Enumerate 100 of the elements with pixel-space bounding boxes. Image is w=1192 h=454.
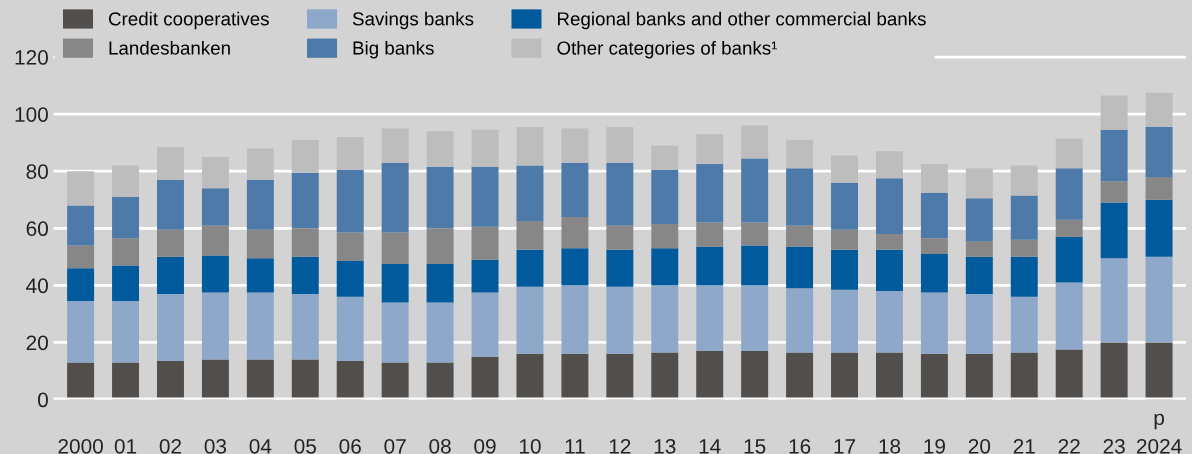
bar [741, 222, 769, 246]
bar [920, 238, 948, 254]
bar [786, 168, 814, 226]
bar [112, 238, 140, 266]
bar [201, 188, 229, 226]
bar [1055, 168, 1083, 220]
x-tick-label: 16 [789, 438, 811, 454]
x-tick-label: 04 [249, 438, 272, 454]
bar [1055, 236, 1083, 283]
x-tick-label: 17 [834, 439, 856, 454]
bar [67, 362, 95, 400]
bar [336, 232, 364, 262]
y-tick-label: 60 [26, 221, 48, 237]
bar [112, 301, 140, 363]
bar [471, 226, 499, 260]
bar [1100, 95, 1128, 130]
bar [875, 352, 903, 400]
bar [1145, 256, 1173, 343]
bar [561, 128, 589, 163]
bar [741, 158, 769, 223]
legend-label: Other categories of banks¹ [557, 40, 778, 59]
x-tick-label: 01 [114, 438, 137, 454]
bar [156, 360, 184, 400]
x-tick-label: 23 [1103, 438, 1125, 454]
x-tick-label: 07 [384, 438, 406, 454]
bar [1145, 126, 1173, 177]
bar [1100, 258, 1128, 343]
bar [112, 196, 140, 239]
bar [606, 225, 634, 250]
bar [516, 165, 544, 222]
bar [875, 249, 903, 292]
bar [696, 134, 724, 165]
bar [471, 356, 499, 400]
bar [471, 259, 499, 293]
x-tick-label: 13 [654, 438, 676, 454]
y-tick-label: 40 [26, 278, 48, 294]
bar [156, 146, 184, 180]
bar [201, 156, 229, 189]
bar [1100, 129, 1128, 182]
y-tick-label: 120 [15, 50, 48, 65]
bar [381, 162, 409, 233]
bar [561, 216, 589, 249]
bar [156, 179, 184, 230]
bar [786, 288, 814, 353]
y-tick-label: 0 [38, 392, 48, 408]
bar [67, 301, 95, 363]
x-tick-label: 03 [204, 438, 227, 454]
bar [606, 126, 634, 163]
x-tick-label: 19 [924, 438, 945, 454]
bar [696, 164, 724, 223]
bar [831, 289, 858, 353]
y-tick-label: 100 [15, 107, 48, 122]
bar [875, 151, 903, 179]
legend-label: Credit cooperatives [108, 11, 269, 30]
bar [381, 362, 409, 400]
bar [965, 168, 993, 199]
bar [651, 285, 679, 353]
bar [741, 351, 769, 400]
bar [112, 362, 140, 400]
bar [471, 292, 499, 357]
bar [201, 225, 229, 256]
bar [201, 292, 229, 360]
bar [201, 255, 229, 293]
bar [246, 148, 274, 180]
bar [336, 296, 364, 361]
bar [516, 286, 544, 354]
bar [561, 248, 589, 286]
bar [1055, 138, 1083, 169]
bar [741, 245, 769, 286]
bar [696, 222, 724, 247]
bar [112, 165, 140, 197]
bar [1145, 176, 1173, 200]
bar [156, 256, 184, 294]
bar [606, 286, 634, 354]
bar [651, 224, 679, 249]
bar [291, 359, 319, 400]
bar [1145, 199, 1173, 257]
bar [831, 352, 858, 400]
bar [875, 291, 903, 353]
bar [651, 145, 679, 170]
bar [1100, 202, 1128, 259]
x-tick-label: 22 [1058, 438, 1080, 454]
bar [67, 245, 95, 269]
bar [920, 253, 948, 293]
bar [1145, 92, 1173, 127]
bar [291, 139, 319, 173]
text: p [1154, 413, 1164, 430]
bar [741, 285, 769, 352]
bar [651, 352, 679, 400]
bar [920, 164, 948, 193]
bar [516, 353, 544, 400]
bar [1055, 282, 1083, 350]
bar [291, 256, 319, 294]
bar [1055, 349, 1083, 400]
bar [875, 234, 903, 250]
bar [336, 261, 364, 297]
bar [1010, 165, 1038, 196]
bar [786, 352, 814, 400]
y-tick-label: 20 [26, 335, 48, 351]
bar [561, 353, 589, 400]
